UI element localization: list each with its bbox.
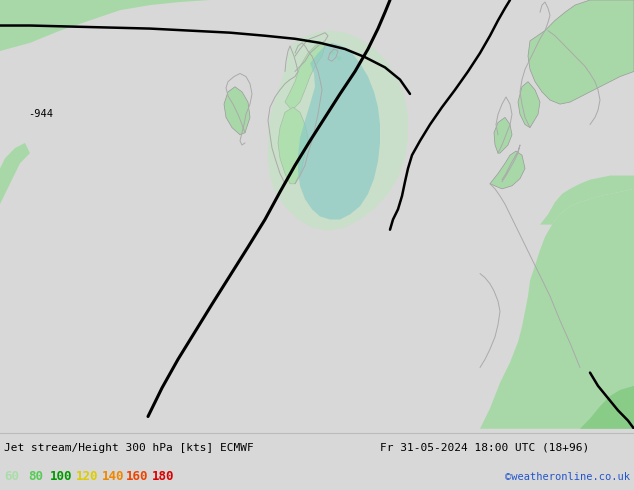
Text: 180: 180 bbox=[152, 470, 174, 483]
Polygon shape bbox=[224, 87, 250, 135]
Polygon shape bbox=[580, 386, 634, 429]
Polygon shape bbox=[278, 107, 308, 184]
Text: 120: 120 bbox=[76, 470, 98, 483]
Polygon shape bbox=[494, 118, 512, 153]
Polygon shape bbox=[336, 55, 342, 61]
Polygon shape bbox=[528, 0, 634, 104]
Text: 60: 60 bbox=[4, 470, 19, 483]
Text: Jet stream/Height 300 hPa [kts] ECMWF: Jet stream/Height 300 hPa [kts] ECMWF bbox=[4, 442, 254, 453]
Polygon shape bbox=[268, 30, 408, 231]
Polygon shape bbox=[518, 82, 540, 127]
Polygon shape bbox=[330, 49, 336, 56]
Polygon shape bbox=[298, 43, 380, 220]
Polygon shape bbox=[0, 0, 210, 51]
Polygon shape bbox=[285, 43, 325, 110]
Text: 100: 100 bbox=[50, 470, 72, 483]
Polygon shape bbox=[480, 189, 634, 429]
Text: ©weatheronline.co.uk: ©weatheronline.co.uk bbox=[505, 472, 630, 482]
Text: -944: -944 bbox=[28, 109, 53, 120]
Text: 140: 140 bbox=[102, 470, 124, 483]
Text: 80: 80 bbox=[28, 470, 43, 483]
Polygon shape bbox=[540, 175, 634, 224]
Polygon shape bbox=[0, 143, 30, 204]
Text: Fr 31-05-2024 18:00 UTC (18+96): Fr 31-05-2024 18:00 UTC (18+96) bbox=[380, 442, 590, 453]
Text: 160: 160 bbox=[126, 470, 148, 483]
Polygon shape bbox=[490, 151, 525, 189]
